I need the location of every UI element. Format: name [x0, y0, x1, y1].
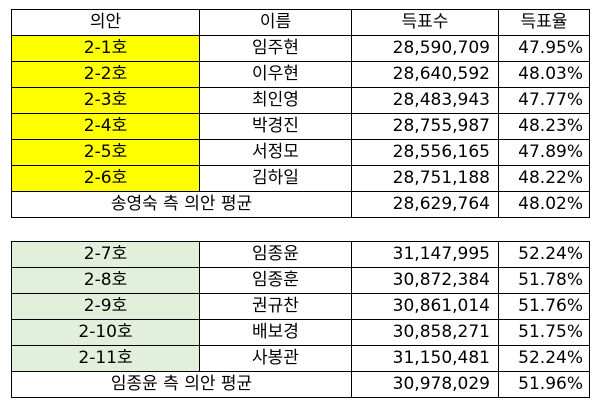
- motion-cell: 2-11호: [11, 345, 200, 372]
- name-cell: 최인영: [199, 87, 352, 114]
- votes-cell: 31,150,481: [351, 345, 499, 372]
- header-rate: 득표율: [498, 9, 590, 36]
- votes-cell: 28,556,165: [351, 139, 499, 166]
- name-cell: 임종훈: [199, 267, 352, 294]
- rate-cell: 47.77%: [498, 87, 590, 114]
- motion-cell: 2-6호: [11, 165, 200, 192]
- motion-cell: 2-10호: [11, 319, 200, 346]
- name-cell: 이우현: [199, 61, 352, 88]
- name-cell: 임주현: [199, 35, 352, 62]
- votes-cell: 28,640,592: [351, 61, 499, 88]
- rate-cell: 51.75%: [498, 319, 590, 346]
- table-row: 2-8호 임종훈 30,872,384 51.78%: [11, 267, 590, 294]
- limjongyoon-motions-table: 2-7호 임종윤 31,147,995 52.24% 2-8호 임종훈 30,8…: [11, 241, 590, 398]
- votes-cell: 30,858,271: [351, 319, 499, 346]
- motion-cell: 2-8호: [11, 267, 200, 294]
- name-cell: 사봉관: [199, 345, 352, 372]
- table-row: 2-10호 배보경 30,858,271 51.75%: [11, 319, 590, 346]
- rate-cell: 47.89%: [498, 139, 590, 166]
- rate-cell: 52.24%: [498, 241, 590, 268]
- table-row: 2-1호 임주현 28,590,709 47.95%: [11, 35, 590, 62]
- average-row: 송영숙 측 의안 평균 28,629,764 48.02%: [11, 191, 590, 218]
- average-rate: 51.96%: [498, 371, 590, 398]
- average-row: 임종윤 측 의안 평균 30,978,029 51.96%: [11, 371, 590, 398]
- motion-cell: 2-3호: [11, 87, 200, 114]
- header-votes: 득표수: [351, 9, 499, 36]
- votes-cell: 28,590,709: [351, 35, 499, 62]
- votes-cell: 28,751,188: [351, 165, 499, 192]
- rate-cell: 47.95%: [498, 35, 590, 62]
- header-name: 이름: [199, 9, 352, 36]
- rate-cell: 52.24%: [498, 345, 590, 372]
- motion-cell: 2-7호: [11, 241, 200, 268]
- votes-cell: 30,861,014: [351, 293, 499, 320]
- average-votes: 28,629,764: [351, 191, 499, 218]
- motion-cell: 2-5호: [11, 139, 200, 166]
- name-cell: 임종윤: [199, 241, 352, 268]
- rate-cell: 48.22%: [498, 165, 590, 192]
- table-row: 2-2호 이우현 28,640,592 48.03%: [11, 61, 590, 88]
- motion-cell: 2-1호: [11, 35, 200, 62]
- votes-cell: 30,872,384: [351, 267, 499, 294]
- name-cell: 박경진: [199, 113, 352, 140]
- table-row: 2-9호 권규찬 30,861,014 51.76%: [11, 293, 590, 320]
- motion-cell: 2-4호: [11, 113, 200, 140]
- songyoungsook-motions-table: 의안 이름 득표수 득표율 2-1호 임주현 28,590,709 47.95%…: [11, 9, 590, 218]
- table-row: 2-11호 사봉관 31,150,481 52.24%: [11, 345, 590, 372]
- name-cell: 김하일: [199, 165, 352, 192]
- table-row: 2-6호 김하일 28,751,188 48.22%: [11, 165, 590, 192]
- rate-cell: 48.23%: [498, 113, 590, 140]
- table-row: 2-4호 박경진 28,755,987 48.23%: [11, 113, 590, 140]
- header-motion: 의안: [11, 9, 200, 36]
- table-row: 2-3호 최인영 28,483,943 47.77%: [11, 87, 590, 114]
- average-label: 송영숙 측 의안 평균: [11, 191, 352, 218]
- name-cell: 배보경: [199, 319, 352, 346]
- votes-cell: 28,755,987: [351, 113, 499, 140]
- name-cell: 서정모: [199, 139, 352, 166]
- rate-cell: 51.76%: [498, 293, 590, 320]
- rate-cell: 51.78%: [498, 267, 590, 294]
- motion-cell: 2-2호: [11, 61, 200, 88]
- votes-cell: 28,483,943: [351, 87, 499, 114]
- average-votes: 30,978,029: [351, 371, 499, 398]
- name-cell: 권규찬: [199, 293, 352, 320]
- rate-cell: 48.03%: [498, 61, 590, 88]
- header-row: 의안 이름 득표수 득표율: [11, 9, 590, 36]
- table-row: 2-5호 서정모 28,556,165 47.89%: [11, 139, 590, 166]
- average-label: 임종윤 측 의안 평균: [11, 371, 352, 398]
- table-row: 2-7호 임종윤 31,147,995 52.24%: [11, 241, 590, 268]
- motion-cell: 2-9호: [11, 293, 200, 320]
- votes-cell: 31,147,995: [351, 241, 499, 268]
- average-rate: 48.02%: [498, 191, 590, 218]
